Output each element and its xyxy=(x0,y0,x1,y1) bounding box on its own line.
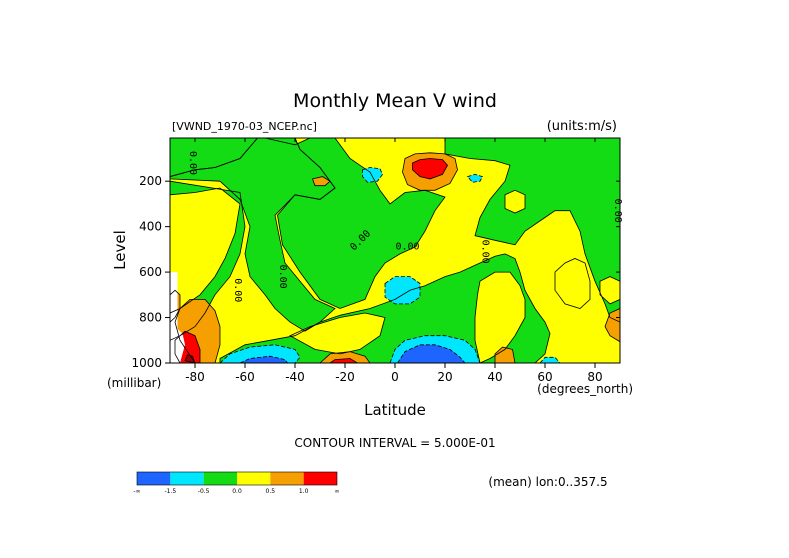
contour-line xyxy=(604,308,620,343)
contour-region-orange xyxy=(320,351,370,363)
colorbar-label: -∞ xyxy=(133,488,140,495)
contour-line xyxy=(184,354,196,363)
colorbar-label: ∞ xyxy=(335,488,340,495)
contour-region-green xyxy=(170,138,445,309)
contour-lines xyxy=(170,138,620,363)
contour-region-cyan xyxy=(385,276,420,304)
mean-note: (mean) lon:0..357.5 xyxy=(488,475,607,489)
contour-label: 0.00 xyxy=(187,151,198,175)
y-axis-units: (millibar) xyxy=(107,376,161,390)
x-tick-label: 0 xyxy=(391,370,399,384)
file-label: [VWND_1970-03_NCEP.nc] xyxy=(172,120,317,133)
contour-region-cyan xyxy=(362,167,383,183)
contour-line xyxy=(170,138,336,332)
contour-region-yellow xyxy=(555,258,590,309)
contour-line xyxy=(474,271,526,363)
colorbar-label: 1.0 xyxy=(299,488,309,495)
contour-line xyxy=(319,351,371,363)
x-tick-label: 80 xyxy=(587,370,602,384)
contour-region-yellow xyxy=(170,188,240,313)
contour-label: 0.00 xyxy=(277,265,288,289)
colorbar-frame xyxy=(136,471,338,486)
x-tick-label: -80 xyxy=(185,370,205,384)
contour-line xyxy=(554,258,591,309)
chart-title: Monthly Mean V wind xyxy=(293,90,497,112)
colorbar-label: 0.5 xyxy=(266,488,276,495)
contour-region-cyan xyxy=(220,344,300,363)
contour-line xyxy=(599,276,620,305)
colorbar: -∞ -1.5 -0.5 0.0 0.5 1.0 ∞ xyxy=(133,471,340,495)
colorbar-swatch xyxy=(137,472,171,485)
colorbar-label: 0.0 xyxy=(232,488,242,495)
contour-line xyxy=(311,176,331,187)
colorbar-label: -1.5 xyxy=(164,488,176,495)
y-axis-label: Level xyxy=(111,230,129,270)
contour-line xyxy=(329,358,359,363)
contour-line xyxy=(289,312,386,355)
contour-region-orange xyxy=(495,347,515,363)
plot-area xyxy=(170,138,620,363)
x-axis: -80 -60 -40 -20 0 20 40 60 80 xyxy=(185,138,603,384)
x-tick-label: 60 xyxy=(537,370,552,384)
colorbar-label: -0.5 xyxy=(198,488,210,495)
contour-region-green xyxy=(170,138,335,332)
colorbar-swatch xyxy=(270,472,304,485)
contour-line xyxy=(504,189,526,214)
contour-line xyxy=(170,187,241,314)
contour-line xyxy=(402,152,458,191)
contour-line xyxy=(174,330,201,363)
contour-region-red xyxy=(412,158,448,179)
x-tick-label: -40 xyxy=(285,370,305,384)
contour-line xyxy=(170,180,246,341)
y-tick-label: 400 xyxy=(139,220,162,234)
contour-region-white xyxy=(170,272,185,363)
y-tick-label: 800 xyxy=(139,311,162,325)
x-tick-label: 40 xyxy=(487,370,502,384)
contour-line xyxy=(444,138,620,323)
x-axis-units: (degrees_north) xyxy=(537,382,633,396)
contour-line xyxy=(412,158,448,180)
colorbar-swatch xyxy=(303,472,337,485)
contour-region-blue xyxy=(397,344,465,363)
contour-line xyxy=(397,344,466,363)
contour-line xyxy=(239,355,288,363)
contour-region-green xyxy=(445,138,620,323)
contour-region-blue xyxy=(240,356,288,363)
y-tick-label: 600 xyxy=(139,265,162,279)
contour-label: 0.00 xyxy=(232,278,243,302)
contour-label: 0.00 xyxy=(395,241,419,252)
contour-region-yellow xyxy=(290,313,385,354)
x-tick-label: -60 xyxy=(235,370,255,384)
y-tick-label: 200 xyxy=(139,174,162,188)
contour-line xyxy=(362,167,383,183)
units-label: (units:m/s) xyxy=(547,119,617,134)
contour-region-yellow xyxy=(600,276,620,304)
contour-line xyxy=(174,299,221,363)
contour-line xyxy=(494,346,516,363)
contour-line xyxy=(389,335,481,363)
x-axis-label: Latitude xyxy=(364,401,426,419)
x-tick-label: -20 xyxy=(335,370,355,384)
colorbar-swatch xyxy=(170,472,204,485)
contour-region-cyan xyxy=(540,357,560,363)
y-axis: 200 400 600 800 1000 xyxy=(131,174,620,370)
contour-line xyxy=(466,173,484,183)
contour-line xyxy=(170,289,181,323)
x-tick-label: 20 xyxy=(437,370,452,384)
contour-interval-text: CONTOUR INTERVAL = 5.000E-01 xyxy=(294,436,495,450)
contour-line xyxy=(219,253,551,363)
contour-label: 0.00 xyxy=(480,240,491,264)
contour-region-yellow xyxy=(505,190,525,213)
contour-region-yellow xyxy=(475,272,525,363)
y-tick-label: 1000 xyxy=(131,356,162,370)
colorbar-swatch xyxy=(237,472,271,485)
colorbar-swatch xyxy=(203,472,237,485)
contour-fills xyxy=(170,138,620,363)
contour-label: 0.00 xyxy=(612,199,623,223)
